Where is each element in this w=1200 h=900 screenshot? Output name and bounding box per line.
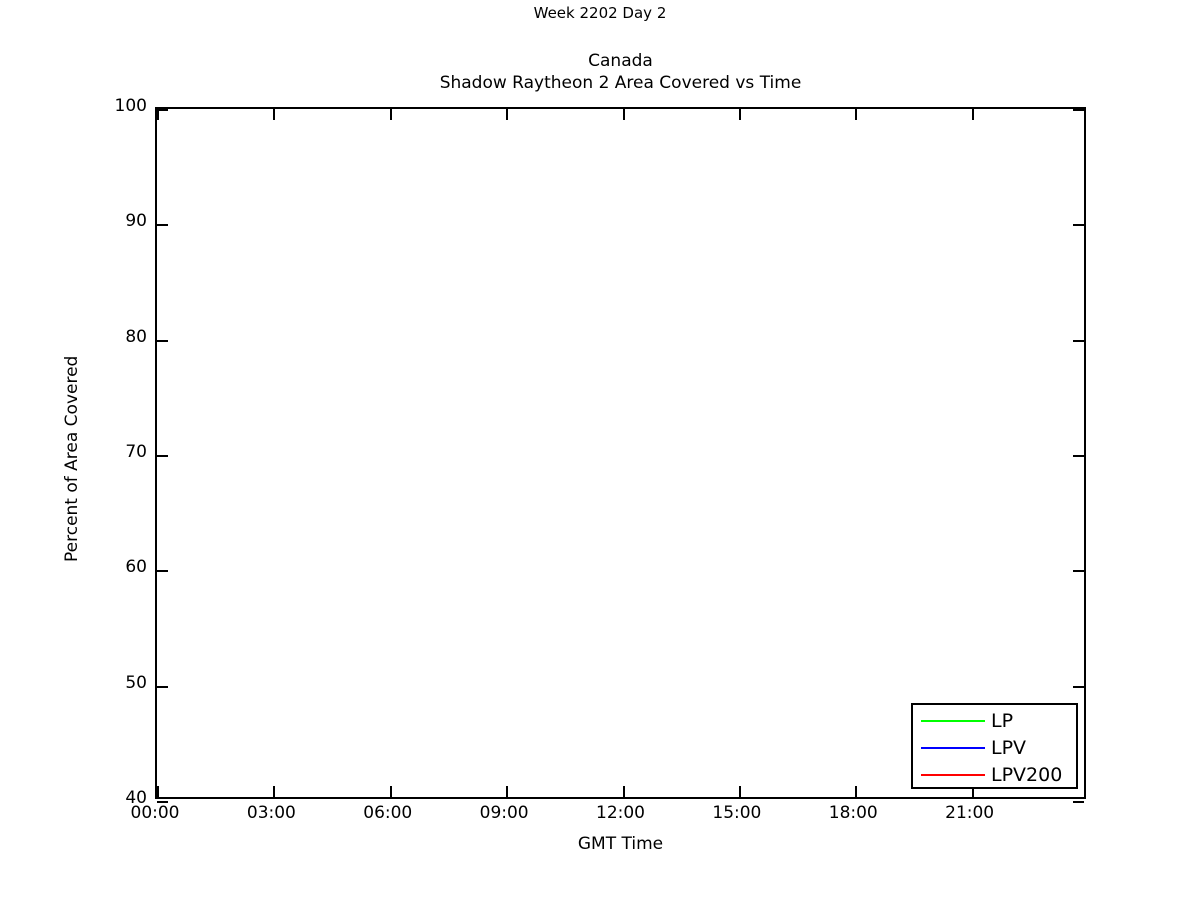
x-axis-tick-label: 15:00 xyxy=(712,803,762,823)
x-axis-tick-label: 12:00 xyxy=(596,803,645,823)
y-axis-tick xyxy=(157,224,168,227)
x-axis-tick-label: 21:00 xyxy=(945,803,995,823)
legend-swatch-lpv200 xyxy=(921,774,985,776)
x-axis-tick-label: 09:00 xyxy=(479,803,529,823)
x-axis-tick xyxy=(855,786,858,797)
x-axis-title: GMT Time xyxy=(577,834,664,854)
y-axis-tick xyxy=(157,455,168,457)
x-axis-tick-label: 18:00 xyxy=(828,803,878,823)
legend: LP LPV LPV200 xyxy=(911,703,1078,789)
y-axis-tick-label: 80 xyxy=(125,326,147,347)
x-axis-tick-top xyxy=(389,109,392,120)
y-axis-tick-right xyxy=(1073,801,1084,803)
y-axis-title: Percent of Area Covered xyxy=(62,355,82,562)
legend-label-lp: LP xyxy=(991,709,1014,732)
x-axis-tick-top xyxy=(971,109,974,120)
legend-label-lpv: LPV xyxy=(991,736,1027,759)
y-axis-tick xyxy=(157,570,168,573)
legend-label-lpv200: LPV200 xyxy=(991,763,1063,786)
x-axis-tick-label: 00:00 xyxy=(130,803,180,823)
x-axis-tick xyxy=(389,786,392,797)
x-axis-tick-top xyxy=(157,109,159,120)
legend-entry-lp[interactable]: LP xyxy=(913,707,1076,735)
y-axis-tick-right xyxy=(1073,224,1084,227)
x-axis-tick xyxy=(622,786,625,797)
x-axis-tick-top xyxy=(738,109,741,120)
y-axis-tick-label: 40 xyxy=(125,788,147,808)
y-axis-tick-label: 50 xyxy=(125,672,147,693)
y-axis-tick-label: 90 xyxy=(125,211,147,232)
y-axis-tick-right xyxy=(1073,570,1084,573)
plot-data-canvas xyxy=(157,109,1084,797)
x-axis-tick xyxy=(506,786,509,797)
x-axis-tick xyxy=(738,786,741,797)
y-axis-tick-right xyxy=(1073,685,1084,688)
x-axis-tick-top xyxy=(622,109,625,120)
y-axis-tick xyxy=(157,109,168,111)
y-axis-tick-label: 70 xyxy=(125,442,147,462)
y-axis-tick-right xyxy=(1073,109,1084,111)
x-axis-tick-top xyxy=(273,109,276,120)
y-axis-tick-label: 100 xyxy=(114,96,147,116)
y-axis-tick xyxy=(157,801,168,803)
x-axis-tick xyxy=(971,786,974,797)
legend-entry-lpv[interactable]: LPV xyxy=(913,734,1076,762)
y-axis-tick xyxy=(157,685,168,688)
x-axis-tick-top xyxy=(855,109,858,120)
y-axis-tick-right xyxy=(1073,455,1084,457)
x-axis-tick xyxy=(273,786,276,797)
chart-title: Canada xyxy=(588,51,653,71)
y-axis-tick-right xyxy=(1073,339,1084,342)
x-axis-tick-top xyxy=(506,109,509,120)
figure-header: Week 2202 Day 2 xyxy=(533,4,667,22)
y-axis-tick-label: 60 xyxy=(125,557,147,578)
chart-title-block: Canada Shadow Raytheon 2 Area Covered vs… xyxy=(155,50,1086,94)
y-axis-tick xyxy=(157,339,168,342)
x-axis-tick xyxy=(157,786,159,797)
x-axis-tick-label: 03:00 xyxy=(246,803,296,823)
legend-swatch-lp xyxy=(921,720,985,722)
legend-entry-lpv200[interactable]: LPV200 xyxy=(913,761,1076,789)
x-axis-tick-label: 06:00 xyxy=(363,803,413,823)
chart-subtitle: Shadow Raytheon 2 Area Covered vs Time xyxy=(439,73,802,93)
plot-area xyxy=(155,107,1086,803)
legend-swatch-lpv xyxy=(921,747,985,749)
